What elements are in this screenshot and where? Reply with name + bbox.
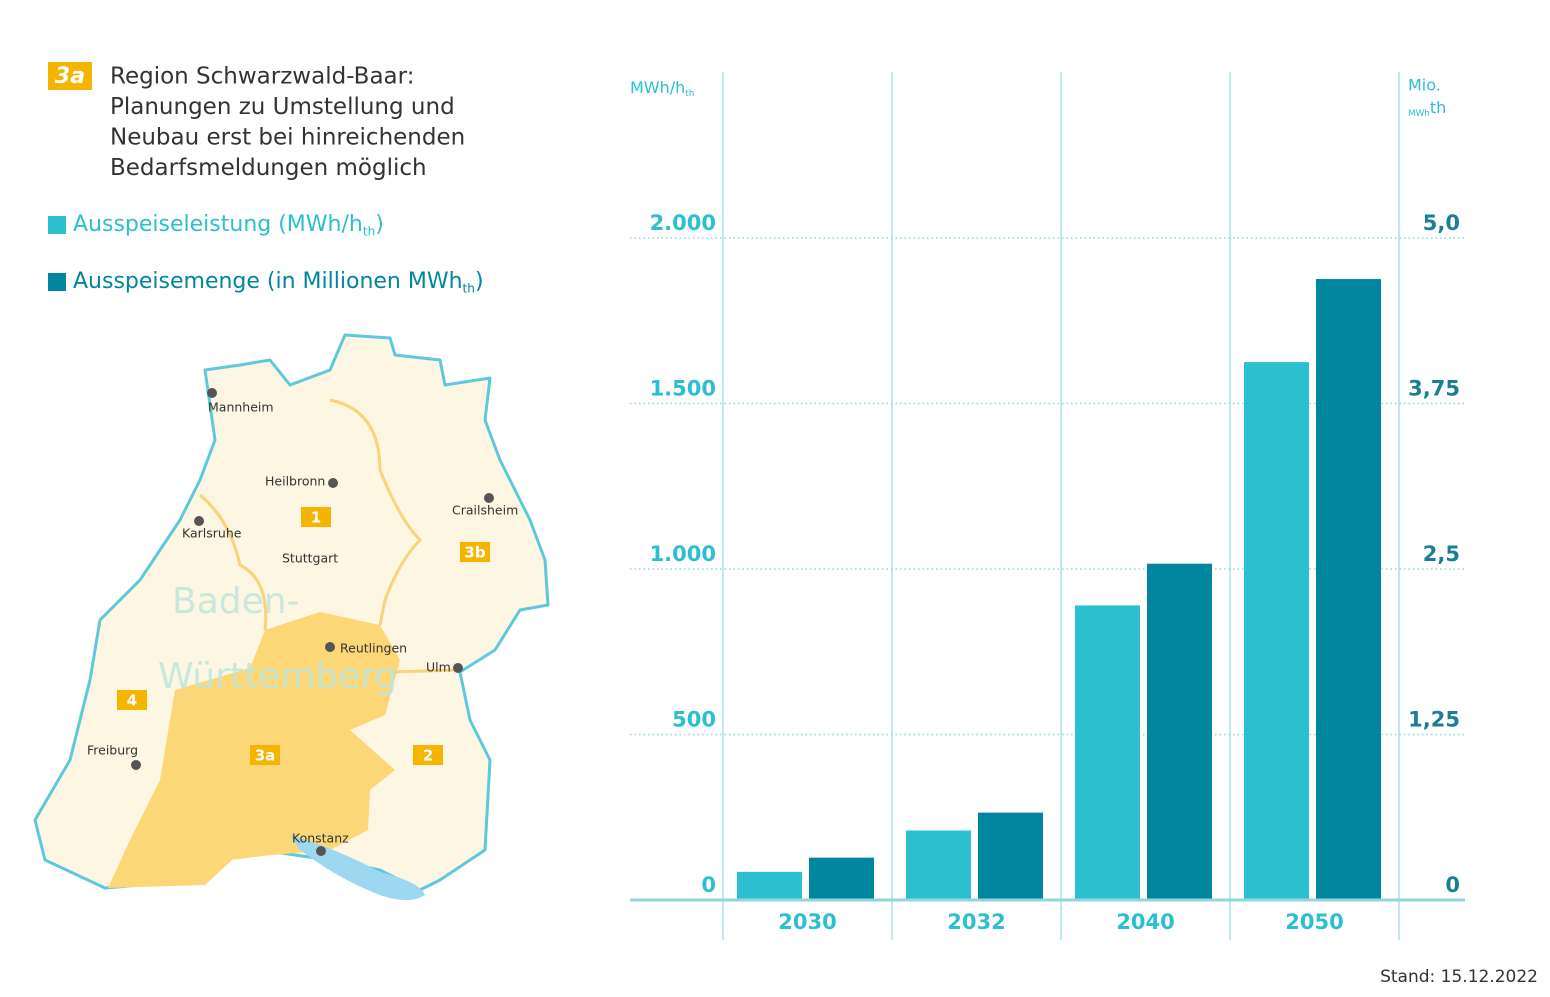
bar	[1244, 362, 1309, 900]
tick-label: 1,25	[1408, 708, 1460, 732]
title-line: Region Schwarzwald-Baar:	[110, 64, 414, 90]
subscript: th	[463, 281, 475, 295]
tick-label: 0	[1445, 873, 1460, 897]
region-box	[250, 745, 280, 765]
state-name: Württemberg	[158, 656, 397, 697]
y-axis-label: MWh/hth	[630, 78, 694, 99]
region-box	[301, 507, 331, 527]
region-box	[117, 690, 147, 710]
text-run: )	[475, 269, 484, 294]
legend-swatch	[48, 216, 66, 234]
region-label: 3b	[464, 544, 485, 562]
city-dot	[194, 516, 204, 526]
subscript: MWh	[1408, 108, 1430, 118]
x-tick-label: 2040	[1116, 910, 1174, 934]
title-line: Bedarfsmeldungen möglich	[110, 155, 427, 181]
tick-label: 1.000	[650, 542, 716, 566]
tick-label: 3,75	[1408, 377, 1460, 401]
tick-label: 5,0	[1423, 211, 1460, 235]
bar	[737, 871, 802, 900]
city-label: Freiburg	[87, 743, 138, 758]
city-dot	[207, 388, 217, 398]
bar	[906, 830, 971, 900]
x-tick-label: 2050	[1285, 910, 1343, 934]
text-run: )	[375, 212, 384, 237]
legend-swatch	[48, 273, 66, 291]
city-label: Heilbronn	[265, 474, 325, 489]
region-box	[460, 542, 490, 562]
city-label: Ulm	[426, 660, 451, 675]
state-name: Baden-	[172, 581, 300, 622]
y2-axis-label: MWhth	[1408, 98, 1446, 119]
region-border	[199, 398, 459, 674]
footnote: Stand: 15.12.2022	[1380, 967, 1538, 987]
region-label: 2	[423, 747, 433, 765]
city-label: Reutlingen	[340, 641, 407, 656]
city-label: Karlsruhe	[182, 526, 242, 541]
city-label: Crailsheim	[452, 503, 518, 518]
text-run: th	[1430, 98, 1446, 117]
badge: 3a	[55, 64, 85, 89]
city-dot	[453, 663, 463, 673]
subscript: th	[685, 88, 694, 98]
subscript: th	[363, 224, 375, 238]
x-tick-label: 2032	[947, 910, 1005, 934]
title-line: Neubau erst bei hinreichenden	[110, 125, 465, 151]
y2-axis-label: Mio.	[1408, 76, 1441, 95]
bar	[978, 812, 1043, 900]
bar	[1147, 563, 1212, 900]
tick-label: 1.500	[650, 377, 716, 401]
badge-box	[48, 62, 92, 90]
bar	[1075, 605, 1140, 900]
region-label: 1	[311, 509, 321, 527]
city-dot	[316, 846, 326, 856]
city-label: Stuttgart	[282, 551, 338, 566]
region-label: 3a	[255, 747, 276, 765]
city-dot	[328, 478, 338, 488]
title-line: Planungen zu Umstellung und	[110, 94, 455, 120]
bar	[809, 857, 874, 900]
legend-label: Ausspeiseleistung (MWh/hth)	[73, 212, 384, 238]
text-run: MWh/h	[630, 78, 685, 97]
region-box	[413, 745, 443, 765]
tick-label: 500	[672, 708, 716, 732]
tick-label: 2,5	[1423, 542, 1460, 566]
tick-label: 0	[701, 873, 716, 897]
city-dot	[325, 642, 335, 652]
city-dot	[131, 760, 141, 770]
city-label: Konstanz	[292, 831, 349, 846]
tick-label: 2.000	[650, 211, 716, 235]
region-label: 4	[127, 692, 137, 710]
city-label: Mannheim	[208, 400, 274, 415]
text-run: Ausspeisemenge (in Millionen MWh	[73, 269, 463, 294]
x-tick-label: 2030	[778, 910, 836, 934]
city-dot	[484, 493, 494, 503]
text-run: Ausspeiseleistung (MWh/h	[73, 212, 363, 237]
legend-label: Ausspeisemenge (in Millionen MWhth)	[73, 269, 484, 295]
bar	[1316, 279, 1381, 900]
